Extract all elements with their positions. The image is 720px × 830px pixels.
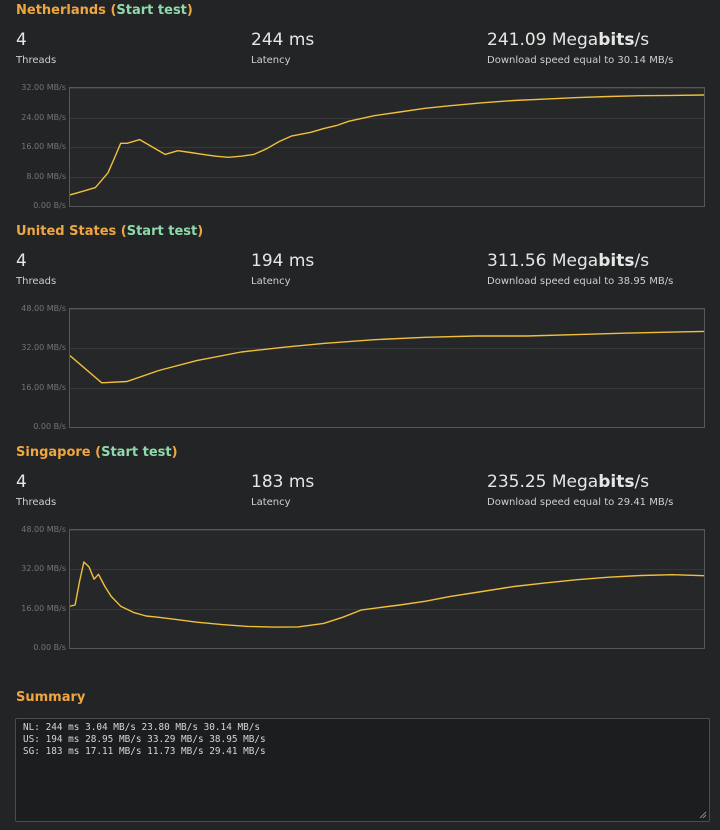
speed-value: 311.56 Megabits/s bbox=[487, 251, 649, 271]
speed-chart bbox=[69, 529, 705, 649]
speed-number: 311.56 bbox=[487, 251, 547, 271]
latency-value: 183 ms bbox=[251, 472, 315, 492]
speed-unit-post: /s bbox=[634, 251, 650, 271]
speed-series-line bbox=[70, 330, 704, 384]
y-tick-label: 0.00 B/s bbox=[33, 643, 66, 652]
latency-value: 244 ms bbox=[251, 30, 315, 50]
speed-unit-pre: Mega bbox=[551, 472, 599, 492]
speed-unit-post: /s bbox=[634, 30, 650, 50]
start-test-link[interactable]: Start test bbox=[101, 445, 172, 460]
start-test-link[interactable]: Start test bbox=[116, 3, 187, 18]
speed-note: Download speed equal to 29.41 MB/s bbox=[487, 497, 674, 508]
y-tick-label: 16.00 MB/s bbox=[21, 142, 66, 151]
speedtest-singapore: Singapore (Start test) 4 Threads 183 ms … bbox=[0, 442, 720, 663]
chart-plot bbox=[70, 88, 704, 196]
summary-line-nl: NL: 244 ms 3.04 MB/s 23.80 MB/s 30.14 MB… bbox=[23, 722, 261, 733]
summary-title: Summary bbox=[16, 690, 86, 705]
speed-unit-pre: Mega bbox=[551, 30, 599, 50]
speed-unit-post: /s bbox=[634, 472, 650, 492]
country-name: United States bbox=[16, 224, 117, 239]
threads-value: 4 bbox=[16, 251, 27, 271]
speed-chart bbox=[69, 308, 705, 428]
y-tick-label: 0.00 B/s bbox=[33, 422, 66, 431]
threads-label: Threads bbox=[16, 497, 57, 508]
speed-number: 235.25 bbox=[487, 472, 547, 492]
speed-note: Download speed equal to 30.14 MB/s bbox=[487, 55, 674, 66]
y-tick-label: 8.00 MB/s bbox=[26, 171, 66, 181]
speed-note: Download speed equal to 38.95 MB/s bbox=[487, 276, 674, 287]
latency-label: Latency bbox=[251, 276, 291, 287]
speedtest-netherlands: Netherlands (Start test) 4 Threads 244 m… bbox=[0, 0, 720, 221]
test-title: United States (Start test) bbox=[16, 224, 204, 239]
y-tick-label: 16.00 MB/s bbox=[21, 382, 66, 392]
country-name: Singapore bbox=[16, 445, 91, 460]
threads-value: 4 bbox=[16, 472, 27, 492]
speed-chart bbox=[69, 87, 705, 207]
y-tick-label: 48.00 MB/s bbox=[21, 304, 66, 313]
y-tick-label: 0.00 B/s bbox=[33, 201, 66, 210]
speed-series-line bbox=[70, 561, 704, 628]
y-tick-label: 16.00 MB/s bbox=[21, 603, 66, 613]
speedtest-united-states: United States (Start test) 4 Threads 194… bbox=[0, 221, 720, 442]
y-tick-label: 32.00 MB/s bbox=[21, 83, 66, 92]
threads-value: 4 bbox=[16, 30, 27, 50]
speed-value: 241.09 Megabits/s bbox=[487, 30, 649, 50]
latency-value: 194 ms bbox=[251, 251, 315, 271]
resize-grip-icon[interactable] bbox=[699, 811, 707, 819]
speed-unit-bold: bits bbox=[598, 472, 635, 492]
y-tick-label: 32.00 MB/s bbox=[21, 564, 66, 574]
speed-unit-pre: Mega bbox=[551, 251, 599, 271]
test-title: Netherlands (Start test) bbox=[16, 3, 193, 18]
y-tick-label: 48.00 MB/s bbox=[21, 525, 66, 534]
summary-textarea[interactable]: NL: 244 ms 3.04 MB/s 23.80 MB/s 30.14 MB… bbox=[15, 718, 710, 822]
summary-line-us: US: 194 ms 28.95 MB/s 33.29 MB/s 38.95 M… bbox=[23, 734, 266, 745]
latency-label: Latency bbox=[251, 497, 291, 508]
chart-plot bbox=[70, 309, 704, 389]
threads-label: Threads bbox=[16, 55, 57, 66]
speed-number: 241.09 bbox=[487, 30, 547, 50]
speed-series-line bbox=[70, 94, 704, 196]
country-name: Netherlands bbox=[16, 3, 106, 18]
speed-value: 235.25 Megabits/s bbox=[487, 472, 649, 492]
start-test-link[interactable]: Start test bbox=[126, 224, 198, 239]
y-tick-label: 32.00 MB/s bbox=[21, 343, 66, 353]
chart-plot bbox=[70, 530, 704, 628]
y-tick-label: 24.00 MB/s bbox=[21, 112, 66, 122]
summary-line-sg: SG: 183 ms 17.11 MB/s 11.73 MB/s 29.41 M… bbox=[23, 746, 266, 757]
test-title: Singapore (Start test) bbox=[16, 445, 178, 460]
threads-label: Threads bbox=[16, 276, 57, 287]
speed-unit-bold: bits bbox=[598, 30, 635, 50]
speed-unit-bold: bits bbox=[598, 251, 635, 271]
latency-label: Latency bbox=[251, 55, 291, 66]
